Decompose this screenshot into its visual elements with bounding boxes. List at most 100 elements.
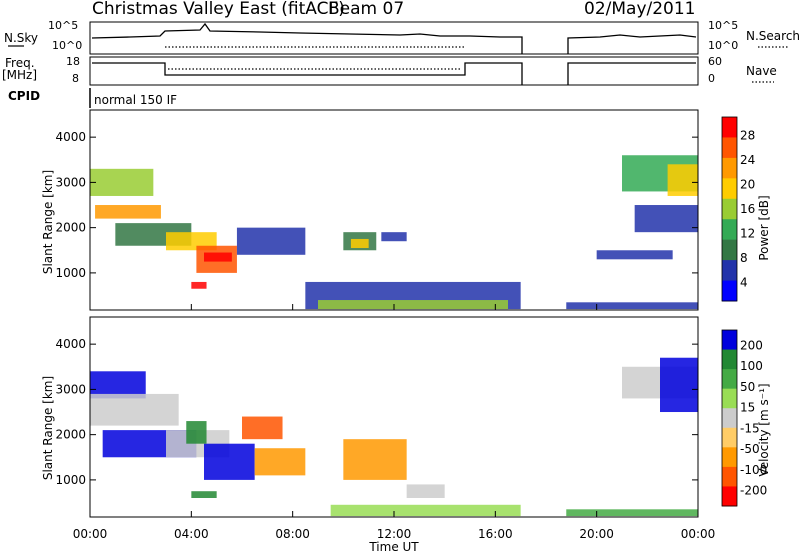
data-region [191, 281, 207, 289]
data-region [667, 164, 698, 196]
station-title: Christmas Valley East (fitACF) [92, 0, 345, 19]
nsky-frame [89, 21, 699, 55]
data-region [330, 504, 521, 517]
data-region [406, 484, 445, 498]
velocity-data-layer [90, 357, 698, 517]
nave-label: Nave [746, 64, 777, 78]
colorbar-segment [722, 178, 737, 200]
nsky-series [91, 22, 523, 54]
data-region [90, 168, 154, 196]
data-region [634, 205, 698, 233]
freq-label: Freq. [5, 56, 35, 70]
y-tick-label: 4000 [55, 337, 86, 351]
nsky-tick-high: 10^5 [48, 19, 78, 32]
data-region [204, 252, 232, 262]
freq-frame [89, 56, 699, 86]
colorbar-tick-label: 4 [740, 276, 748, 290]
x-tick-label: 00:00 [73, 527, 108, 541]
colorbar-frame [721, 329, 738, 507]
nsearch-label: N.Search [746, 29, 800, 43]
x-tick-label: 08:00 [275, 527, 310, 541]
beam-label: Beam 07 [328, 0, 404, 19]
nsky-tick-low: 10^0 [52, 39, 82, 52]
colorbar-tick-label: 15 [740, 401, 755, 415]
colorbar-tick-label: -15 [740, 421, 760, 435]
power-colorbar: 28 24 20 16 12 8 4 [721, 116, 755, 302]
data-region [566, 509, 698, 517]
colorbar-segment [722, 260, 737, 282]
cpid-value: normal 150 IF [94, 93, 177, 107]
colorbar-segment [722, 349, 737, 370]
colorbar-tick-label: 16 [740, 202, 755, 216]
nsky-series-2 [567, 34, 697, 54]
freq-series-2 [567, 62, 696, 85]
nave-tick-low: 0 [708, 72, 715, 85]
data-region [186, 421, 207, 444]
data-region [596, 250, 673, 260]
freq-unit: [MHz] [2, 68, 37, 82]
velocity-colorbar: 200 100 50 15 -15 -50 -100 -200 [721, 329, 767, 507]
velocity-colorbar-label: Velocity [m s⁻¹] [757, 383, 771, 476]
y-tick-label: 4000 [55, 130, 86, 144]
colorbar-segment [722, 219, 737, 241]
time-axis: 00:00 04:00 08:00 12:00 16:00 20:00 00:00 [73, 304, 716, 541]
nsky-panel: N.Sky 10^5 10^0 10^5 10^0 N.Search [4, 19, 800, 55]
nsearch-tick-low: 10^0 [708, 39, 738, 52]
cpid-label: CPID [8, 89, 40, 103]
velocity-panel: 4000 3000 2000 1000 Slant Range [km] [41, 316, 699, 518]
velocity-ylabel: Slant Range [km] [41, 376, 55, 480]
data-region [660, 357, 698, 413]
data-region [566, 302, 698, 310]
colorbar-segment [722, 369, 737, 390]
power-panel: 4000 3000 2000 1000 Slant Range [km] [41, 109, 699, 311]
colorbar-segment [722, 447, 737, 468]
colorbar-tick-label: 28 [740, 128, 755, 142]
power-y-axis: 4000 3000 2000 1000 [55, 130, 698, 280]
x-tick-label: 00:00 [681, 527, 716, 541]
date-label: 02/May/2011 [584, 0, 696, 19]
colorbar-segment [722, 198, 737, 220]
data-region [236, 227, 306, 255]
colorbar-tick-label: -200 [740, 483, 767, 497]
freq-panel: Freq. [MHz] 18 8 60 0 Nave [2, 55, 777, 86]
colorbar-segment [722, 466, 737, 487]
nsearch-tick-high: 10^5 [708, 19, 738, 32]
colorbar-segment [722, 280, 737, 302]
y-tick-label: 3000 [55, 382, 86, 396]
xlabel: Time UT [368, 540, 419, 554]
y-tick-label: 2000 [55, 428, 86, 442]
data-region [95, 205, 161, 219]
freq-series [92, 62, 523, 85]
data-region [343, 439, 407, 480]
y-tick-label: 1000 [55, 266, 86, 280]
power-ylabel: Slant Range [km] [41, 170, 55, 274]
colorbar-segment [722, 117, 737, 138]
data-region [204, 443, 255, 480]
nave-tick-high: 60 [708, 55, 722, 68]
colorbar-tick-label: 8 [740, 251, 748, 265]
x-tick-label: 20:00 [579, 527, 614, 541]
x-tick-label: 04:00 [174, 527, 209, 541]
x-tick-label: 12:00 [377, 527, 412, 541]
power-colorbar-label: Power [dB] [757, 195, 771, 260]
freq-tick-high: 18 [66, 55, 80, 68]
colorbar-segment [722, 408, 737, 429]
colorbar-segment [722, 137, 737, 159]
data-region [318, 300, 508, 310]
colorbar-segment [722, 388, 737, 409]
y-tick-label: 2000 [55, 221, 86, 235]
colorbar-tick-label: 200 [740, 339, 763, 353]
y-tick-label: 1000 [55, 473, 86, 487]
colorbar-tick-label: -100 [740, 463, 767, 477]
colorbar-tick-label: 24 [740, 153, 755, 167]
colorbar-tick-label: 100 [740, 359, 763, 373]
y-tick-label: 3000 [55, 175, 86, 189]
colorbar-segment [722, 427, 737, 448]
colorbar-segment [722, 157, 737, 179]
data-region [254, 448, 306, 476]
data-region [242, 416, 283, 440]
colorbar-tick-label: 12 [740, 227, 755, 241]
colorbar-tick-label: 20 [740, 177, 755, 191]
colorbar-segment [722, 330, 737, 351]
